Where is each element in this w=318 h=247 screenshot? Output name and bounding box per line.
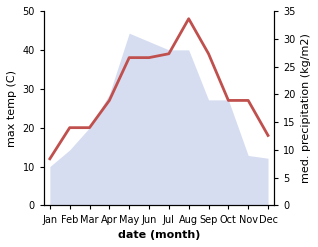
Y-axis label: med. precipitation (kg/m2): med. precipitation (kg/m2) [301,33,311,183]
Y-axis label: max temp (C): max temp (C) [7,70,17,147]
X-axis label: date (month): date (month) [118,230,200,240]
